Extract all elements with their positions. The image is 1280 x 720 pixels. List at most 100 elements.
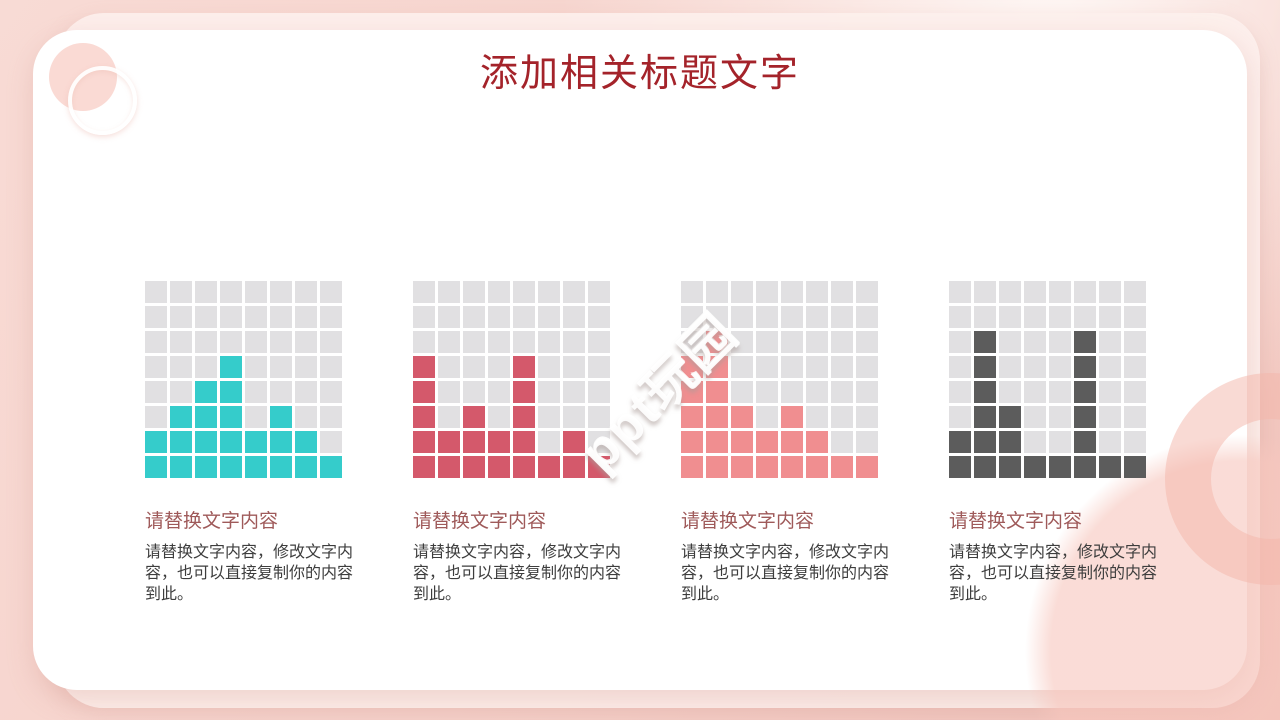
- waffle-cell-empty: [195, 331, 217, 353]
- waffle-cell-empty: [974, 306, 996, 328]
- waffle-cell-empty: [806, 306, 828, 328]
- waffle-cell-filled: [681, 406, 703, 428]
- waffle-cell-empty: [856, 306, 878, 328]
- waffle-cell-filled: [563, 431, 585, 453]
- waffle-cell-empty: [245, 406, 267, 428]
- waffle-cell-empty: [195, 306, 217, 328]
- waffle-cell-empty: [831, 306, 853, 328]
- waffle-cell-empty: [463, 331, 485, 353]
- waffle-cell-empty: [1024, 331, 1046, 353]
- waffle-chart: [145, 281, 342, 478]
- waffle-cell-empty: [681, 306, 703, 328]
- waffle-cell-empty: [806, 331, 828, 353]
- waffle-cell-empty: [588, 331, 610, 353]
- waffle-cell-filled: [1074, 406, 1096, 428]
- waffle-cell-empty: [245, 331, 267, 353]
- waffle-cell-filled: [781, 456, 803, 478]
- waffle-cell-empty: [438, 406, 460, 428]
- waffle-cell-empty: [588, 406, 610, 428]
- waffle-cell-empty: [588, 306, 610, 328]
- waffle-cell-filled: [1124, 456, 1146, 478]
- waffle-cell-empty: [1024, 406, 1046, 428]
- waffle-cell-filled: [270, 406, 292, 428]
- waffle-cell-empty: [949, 281, 971, 303]
- waffle-cell-empty: [856, 281, 878, 303]
- waffle-chart: [413, 281, 610, 478]
- waffle-cell-empty: [220, 331, 242, 353]
- waffle-cell-empty: [513, 281, 535, 303]
- content-column: 请替换文字内容 请替换文字内容，修改文字内容，也可以直接复制你的内容到此。: [681, 281, 889, 605]
- waffle-cell-filled: [681, 431, 703, 453]
- waffle-cell-filled: [1074, 331, 1096, 353]
- waffle-cell-empty: [1099, 406, 1121, 428]
- waffle-cell-empty: [856, 406, 878, 428]
- item-body: 请替换文字内容，修改文字内容，也可以直接复制你的内容到此。: [681, 544, 890, 603]
- waffle-cell-empty: [731, 306, 753, 328]
- waffle-cell-empty: [949, 381, 971, 403]
- waffle-cell-empty: [1024, 281, 1046, 303]
- waffle-cell-empty: [831, 356, 853, 378]
- item-body: 请替换文字内容，修改文字内容，也可以直接复制你的内容到此。: [413, 544, 622, 603]
- waffle-cell-empty: [756, 281, 778, 303]
- waffle-cell-empty: [781, 306, 803, 328]
- waffle-cell-filled: [681, 381, 703, 403]
- waffle-cell-empty: [756, 381, 778, 403]
- waffle-cell-empty: [538, 431, 560, 453]
- waffle-cell-empty: [1124, 306, 1146, 328]
- waffle-cell-filled: [756, 431, 778, 453]
- waffle-cell-empty: [220, 306, 242, 328]
- waffle-cell-filled: [463, 456, 485, 478]
- waffle-cell-empty: [295, 306, 317, 328]
- waffle-cell-empty: [806, 381, 828, 403]
- waffle-cell-filled: [974, 331, 996, 353]
- waffle-cell-filled: [295, 456, 317, 478]
- waffle-cell-filled: [831, 456, 853, 478]
- waffle-cell-filled: [413, 406, 435, 428]
- waffle-cell-empty: [588, 281, 610, 303]
- waffle-cell-empty: [413, 281, 435, 303]
- waffle-cell-empty: [295, 406, 317, 428]
- waffle-cell-empty: [999, 381, 1021, 403]
- waffle-cell-filled: [145, 431, 167, 453]
- waffle-cell-empty: [831, 406, 853, 428]
- waffle-cell-empty: [831, 381, 853, 403]
- waffle-cell-filled: [706, 331, 728, 353]
- waffle-cell-empty: [731, 381, 753, 403]
- waffle-cell-empty: [438, 381, 460, 403]
- waffle-cell-empty: [245, 281, 267, 303]
- waffle-cell-empty: [731, 331, 753, 353]
- waffle-cell-empty: [1049, 381, 1071, 403]
- waffle-cell-empty: [320, 281, 342, 303]
- waffle-cell-empty: [270, 331, 292, 353]
- content-columns: 请替换文字内容 请替换文字内容，修改文字内容，也可以直接复制你的内容到此。 请替…: [145, 281, 1157, 605]
- waffle-cell-empty: [999, 356, 1021, 378]
- waffle-chart: [949, 281, 1146, 478]
- item-body: 请替换文字内容，修改文字内容，也可以直接复制你的内容到此。: [145, 544, 354, 603]
- waffle-cell-empty: [438, 331, 460, 353]
- waffle-cell-empty: [681, 281, 703, 303]
- waffle-cell-empty: [831, 431, 853, 453]
- waffle-cell-empty: [949, 406, 971, 428]
- waffle-cell-filled: [806, 431, 828, 453]
- waffle-cell-empty: [756, 306, 778, 328]
- waffle-cell-empty: [488, 406, 510, 428]
- waffle-cell-empty: [681, 331, 703, 353]
- waffle-cell-filled: [295, 431, 317, 453]
- waffle-cell-filled: [220, 431, 242, 453]
- waffle-cell-filled: [706, 356, 728, 378]
- waffle-cell-empty: [563, 306, 585, 328]
- waffle-cell-empty: [563, 331, 585, 353]
- waffle-chart: [681, 281, 878, 478]
- waffle-cell-filled: [856, 456, 878, 478]
- waffle-cell-empty: [781, 381, 803, 403]
- waffle-cell-empty: [949, 306, 971, 328]
- waffle-cell-filled: [513, 406, 535, 428]
- waffle-cell-empty: [1049, 356, 1071, 378]
- waffle-cell-empty: [781, 331, 803, 353]
- waffle-cell-filled: [974, 431, 996, 453]
- waffle-cell-empty: [538, 381, 560, 403]
- waffle-cell-empty: [270, 381, 292, 403]
- waffle-cell-empty: [781, 281, 803, 303]
- waffle-cell-empty: [170, 331, 192, 353]
